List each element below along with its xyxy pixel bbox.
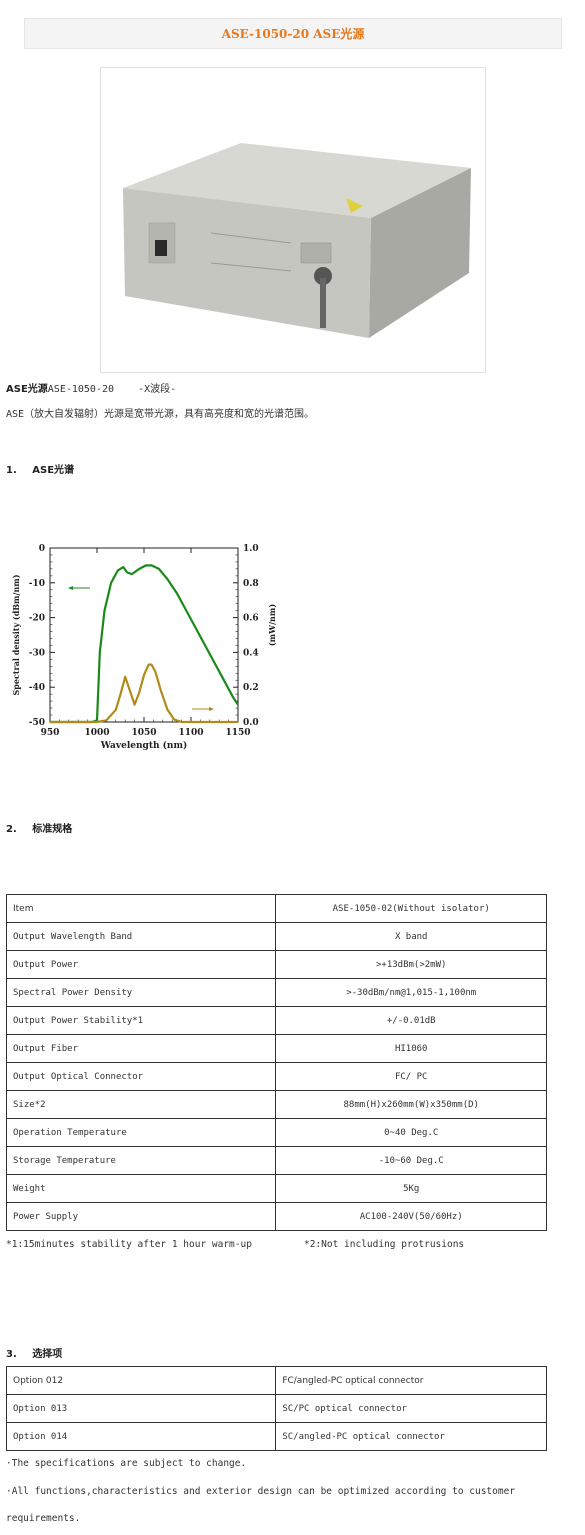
option-table: Option 012 FC/angled-PC optical connector… xyxy=(5,1366,547,1451)
table-cell-value: >+13dBm(>2mW) xyxy=(275,950,547,979)
table-cell-label: Storage Temperature xyxy=(5,1146,277,1175)
table-row: Weight 5Kg xyxy=(5,1174,547,1203)
table-cell-value: 88mm(H)x260mm(W)x350mm(D) xyxy=(275,1090,547,1119)
y-tick-label: -20 xyxy=(29,614,45,624)
table-row: Item ASE-1050-02(Without isolator) xyxy=(5,894,547,923)
y2-tick-label: 0.4 xyxy=(243,648,259,658)
x-tick-label: 1150 xyxy=(225,728,250,738)
table-cell-label: Power Supply xyxy=(5,1202,277,1231)
table-cell-label: Output Optical Connector xyxy=(5,1062,277,1091)
note-1: *1:15minutes stability after 1 hour warm… xyxy=(6,1239,252,1250)
table-cell-value: 5Kg xyxy=(275,1174,547,1203)
spec-table: Item ASE-1050-02(Without isolator) Output … xyxy=(5,894,547,1231)
series-2-arrowhead xyxy=(209,707,214,711)
series-line-1 xyxy=(50,564,239,724)
page-title: ASE-1050-20 ASE光源 xyxy=(221,27,365,41)
section2-number: 2. xyxy=(6,824,17,835)
section2-heading: 2. 标准规格 xyxy=(6,820,72,835)
table-cell-label: Size*2 xyxy=(5,1090,277,1119)
series-1-arrowhead xyxy=(68,586,73,590)
table-cell-value: HI1060 xyxy=(275,1034,547,1063)
table-row: Output Power Stability*1 +/-0.01dB xyxy=(5,1006,547,1035)
x-axis-label: Wavelength (nm) xyxy=(100,740,188,751)
table-row: Size*2 88mm(H)x260mm(W)x350mm(D) xyxy=(5,1090,547,1119)
y2-axis-label: (mW/nm) xyxy=(267,604,277,646)
table-cell-label: Option 014 xyxy=(5,1422,277,1451)
intro-model-line: ASE光源ASE-1050-20 -X波段- xyxy=(6,380,176,395)
section3-heading: 3. 选择项 xyxy=(6,1345,62,1360)
table-row: Output Power >+13dBm(>2mW) xyxy=(5,950,547,979)
table-row: Storage Temperature -10~60 Deg.C xyxy=(5,1146,547,1175)
page-title-bar: ASE-1050-20 ASE光源 xyxy=(24,18,562,49)
plot-frame xyxy=(49,547,239,723)
table-row: Power Supply AC100-240V(50/60Hz) xyxy=(5,1202,547,1231)
table-cell-value: AC100-240V(50/60Hz) xyxy=(275,1202,547,1231)
section2-title: 标准规格 xyxy=(32,824,73,835)
table-row: Operation Temperature 0~40 Deg.C xyxy=(5,1118,547,1147)
footer-line-3: requirements. xyxy=(6,1513,81,1524)
table-cell-label: Item xyxy=(5,894,277,923)
table-row: Output Optical Connector FC/ PC xyxy=(5,1062,547,1091)
x-tick-label: 1000 xyxy=(84,728,109,738)
y-tick-label: -40 xyxy=(29,683,45,693)
table-cell-label: Operation Temperature xyxy=(5,1118,277,1147)
table-row: Output Wavelength Band X band xyxy=(5,922,547,951)
section1-number: 1. xyxy=(6,465,17,476)
y-tick-label: 0 xyxy=(39,544,45,554)
table-row: Output Fiber HI1060 xyxy=(5,1034,547,1063)
table-row: Option 013 SC/PC optical connector xyxy=(5,1394,547,1423)
table-cell-label: Option 012 xyxy=(5,1366,277,1395)
table-cell-value: >-30dBm/nm@1,015-1,100nm xyxy=(275,978,547,1007)
table-cell-label: Output Wavelength Band xyxy=(5,922,277,951)
x-tick-label: 1050 xyxy=(131,728,156,738)
y-tick-label: -50 xyxy=(29,718,45,728)
section3-title: 选择项 xyxy=(32,1349,63,1360)
table-cell-value: FC/ PC xyxy=(275,1062,547,1091)
section3-number: 3. xyxy=(6,1349,17,1360)
table-cell-value: SC/PC optical connector xyxy=(275,1394,547,1423)
x-tick-label: 950 xyxy=(41,728,60,738)
intro-description: ASE（放大自发辐射）光源是宽带光源，具有高亮度和宽的光谱范围。 xyxy=(6,409,315,420)
table-cell-value: -10~60 Deg.C xyxy=(275,1146,547,1175)
footer-line-1: ·The specifications are subject to chang… xyxy=(6,1458,247,1469)
ase-light-source-device-image xyxy=(123,143,471,338)
series-line-2 xyxy=(50,663,238,724)
table-cell-label: Output Power Stability*1 xyxy=(5,1006,277,1035)
y2-tick-label: 0.0 xyxy=(243,718,259,728)
table-cell-value: SC/angled-PC optical connector xyxy=(275,1422,547,1451)
footer-line-2: ·All functions,characteristics and exter… xyxy=(6,1486,516,1497)
y2-tick-label: 1.0 xyxy=(243,544,259,554)
table-cell-value: +/-0.01dB xyxy=(275,1006,547,1035)
x-tick-label: 1100 xyxy=(178,728,203,738)
table-cell-label: Output Power xyxy=(5,950,277,979)
table-row: Option 014 SC/angled-PC optical connector xyxy=(5,1422,547,1451)
table-cell-value: 0~40 Deg.C xyxy=(275,1118,547,1147)
table-cell-value: FC/angled-PC optical connector xyxy=(275,1366,547,1395)
intro-model-bold: ASE光源 xyxy=(6,384,48,395)
table-row: Spectral Power Density >-30dBm/nm@1,015-1… xyxy=(5,978,547,1007)
table-cell-label: Spectral Power Density xyxy=(5,978,277,1007)
ase-spectrum-chart: 950 1000 1050 1100 1150 0 -10 -20 -30 -40 -50 1.0 0.… xyxy=(11,544,277,751)
table-cell-value: X band xyxy=(275,922,547,951)
section1-title: ASE光谱 xyxy=(32,465,75,476)
intro-model-rest: ASE-1050-20 -X波段- xyxy=(47,384,177,395)
product-photo xyxy=(100,67,486,373)
note-2: *2:Not including protrusions xyxy=(304,1239,465,1250)
y2-tick-label: 0.8 xyxy=(243,579,259,589)
table-cell-label: Option 013 xyxy=(5,1394,277,1423)
y2-tick-label: 0.2 xyxy=(243,683,259,693)
table-row: Option 012 FC/angled-PC optical connector xyxy=(5,1366,547,1395)
y-axis-label: Spectral density (dBm/nm) xyxy=(11,574,21,695)
y2-tick-label: 0.6 xyxy=(243,614,259,624)
y-tick-label: -10 xyxy=(29,579,45,589)
y-tick-label: -30 xyxy=(29,648,45,658)
table-cell-label: Output Fiber xyxy=(5,1034,277,1063)
table-cell-value: ASE-1050-02(Without isolator) xyxy=(275,894,547,923)
table-cell-label: Weight xyxy=(5,1174,277,1203)
section1-heading: 1. ASE光谱 xyxy=(6,461,74,476)
